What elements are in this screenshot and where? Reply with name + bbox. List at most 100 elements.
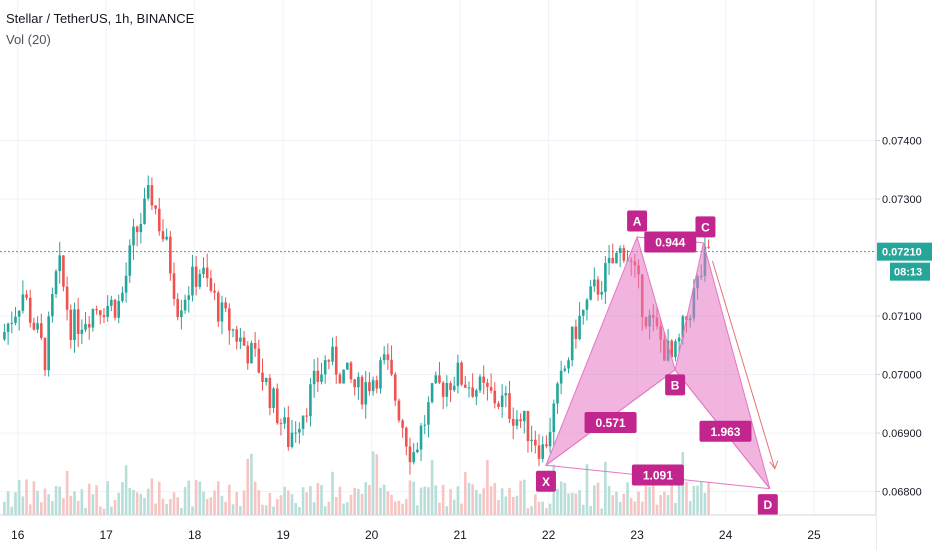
volume-bar [567,493,570,515]
volume-bar [76,501,80,515]
volume-bar [17,479,21,515]
volume-bar [379,487,382,515]
volume-bar [220,495,224,515]
volume-bar [261,504,264,515]
volume-bar [688,501,692,515]
time-tick-label: 21 [453,528,467,542]
candle-body [545,444,548,447]
candle-body [316,370,320,382]
candle-body [275,388,279,424]
candle-body [618,248,622,253]
candle-body [364,382,368,405]
volume-bar [482,488,486,515]
volume-bar [611,495,615,515]
volume-bar [648,486,651,515]
volume-indicator-label: Vol (20) [6,32,51,47]
volume-bar [456,486,460,515]
candle-body [382,354,386,361]
candle-body [312,370,316,385]
candle-body [346,362,349,370]
candle-body [441,382,445,397]
candle-body [146,185,150,199]
volume-bar [471,484,474,515]
symbol-title: Stellar / TetherUS, 1h, BINANCE [6,11,195,26]
volume-bar [526,508,530,515]
candle-body [593,279,596,287]
candle-body [471,387,474,397]
volume-bar [224,501,227,515]
candle-body [368,382,371,392]
volume-bar [253,481,257,515]
candle-body [169,236,172,274]
volume-bar [128,487,132,515]
volume-bar [548,503,552,515]
candle-body [677,337,681,342]
volume-bar [360,493,364,515]
candle-body [272,388,275,408]
volume-bar [430,459,434,515]
candle-body [73,309,76,341]
volume-bar [408,480,412,515]
candle-body [674,341,677,358]
candle-body [360,376,364,405]
ratio-label-xd-bg [631,464,684,486]
candle-body [463,384,467,388]
volume-bar [73,491,76,515]
candle-body [349,362,353,380]
candle-body [467,387,471,389]
candle-body [268,377,272,408]
volume-bar [511,496,515,515]
candle-body [298,428,301,433]
volume-bar [250,453,253,515]
candle-body [253,342,257,349]
candle-body [596,279,600,295]
projection-arrow [711,260,776,469]
volume-bar [375,454,379,515]
volume-bar [257,490,261,515]
candle-body [478,376,482,391]
volume-bar [194,480,198,515]
candle-body [121,292,124,302]
candle-body [87,324,91,328]
candle-body [607,257,611,264]
volume-bar [404,499,408,515]
candle-body [65,286,69,310]
volume-bar [279,495,283,515]
volume-bar [438,502,441,515]
volume-bar [478,493,482,515]
candle-body [58,255,62,272]
candle-body [62,255,65,287]
candle-body [69,309,73,341]
volume-bar [368,485,371,515]
volume-bar [581,504,585,515]
candle-body [681,316,685,338]
projection-arrow-head [769,460,779,470]
volume-bar [154,503,157,515]
candle-body [176,298,180,318]
candle-body [191,266,194,296]
volume-bar [235,491,238,515]
candle-body [338,374,342,384]
volume-bar [98,506,102,515]
price-axis: 0.07400 0.07300 0.07100 0.07000 0.06900 0.068… [875,0,932,550]
current-price-text: 0.07210 [882,247,922,259]
candle-body [581,309,585,316]
volume-bar [596,482,600,515]
candle-body [10,322,14,324]
price-tick-label: 0.07300 [882,194,922,206]
volume-bar [47,494,50,515]
candle-body [194,266,198,287]
volume-bar [213,490,216,515]
volume-bar [69,495,73,515]
candle-body [334,346,338,375]
candle-body [242,337,246,346]
candle-body [117,301,121,318]
time-axis-bg [0,515,876,550]
volume-bar [87,483,91,515]
candle-body [187,295,191,300]
countdown-tag [890,262,930,281]
candle-body [489,386,493,391]
candle-body [379,360,382,389]
volume-bar [633,501,637,515]
